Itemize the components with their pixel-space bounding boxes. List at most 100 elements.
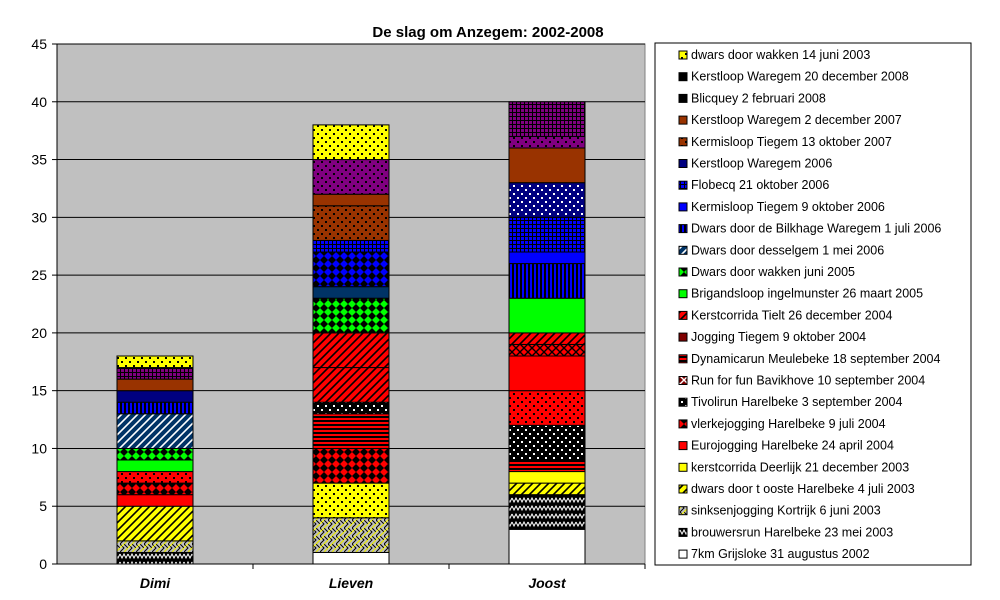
bar-segment xyxy=(116,459,194,473)
bar-segment xyxy=(508,101,586,137)
category-label-joost: Joost xyxy=(528,575,567,591)
legend-label: Kerstcorrida Tielt 26 december 2004 xyxy=(691,308,893,322)
category-label-lieven: Lieven xyxy=(329,575,373,591)
legend-swatch xyxy=(678,354,688,364)
legend-label: sinksenjogging Kortrijk 6 juni 2003 xyxy=(691,504,881,518)
legend-swatch xyxy=(678,50,688,60)
bar-segment xyxy=(116,494,194,507)
legend-swatch xyxy=(678,310,688,320)
legend-swatch xyxy=(678,441,688,451)
y-tick-label: 35 xyxy=(31,152,47,168)
category-label-dimi: Dimi xyxy=(140,575,171,591)
legend-label: 7km Grijsloke 31 augustus 2002 xyxy=(691,547,870,561)
legend-label: Run for fun Bavikhove 10 september 2004 xyxy=(691,374,925,388)
bar-segment xyxy=(508,216,586,253)
legend-label: Dwars door desselgem 1 mei 2006 xyxy=(691,243,884,257)
legend-label: Kerstloop Waregem 20 december 2008 xyxy=(691,70,909,84)
y-tick-label: 15 xyxy=(31,383,47,399)
bar-segment xyxy=(116,390,194,403)
legend-swatch xyxy=(678,506,688,516)
legend-label: Flobecq 21 oktober 2006 xyxy=(691,178,829,192)
legend-label: Jogging Tiegem 9 oktober 2004 xyxy=(691,330,866,344)
legend-swatch xyxy=(678,137,688,147)
bar-segment xyxy=(312,413,390,449)
y-tick-label: 10 xyxy=(31,440,47,456)
plot-area: 0 5 10 15 20 25 30 35 40 45 Dimi Lieven Joost xyxy=(31,36,646,591)
legend-label: Kermisloop Tiegem 13 oktober 2007 xyxy=(691,135,892,149)
bar-segment xyxy=(508,424,586,461)
legend-label: Kerstloop Waregem 2006 xyxy=(691,157,832,171)
bar-segment xyxy=(508,297,586,334)
legend-label: kerstcorrida Deerlijk 21 december 2003 xyxy=(691,460,909,474)
bar-segment xyxy=(116,401,194,415)
y-tick-label: 40 xyxy=(31,94,47,110)
legend-swatch xyxy=(678,376,688,385)
bar-segment xyxy=(508,182,586,218)
bar-segment xyxy=(116,551,194,565)
legend-label: vlerkejogging Harelbeke 9 juli 2004 xyxy=(691,417,886,431)
y-tick-label: 20 xyxy=(31,325,47,341)
bar-segment xyxy=(312,239,390,253)
bar-segment xyxy=(508,471,586,484)
legend-swatch xyxy=(678,93,688,103)
bar-segment xyxy=(508,147,586,184)
legend-label: Kerstloop Waregem 2 december 2007 xyxy=(691,113,902,127)
y-tick-label: 5 xyxy=(39,498,47,514)
chart-title: De slag om Anzegem: 2002-2008 xyxy=(372,24,603,41)
legend: dwars door wakken 14 juni 2003 Kerstloop … xyxy=(654,42,972,566)
y-tick-label: 25 xyxy=(31,267,47,283)
legend-label: Kermisloop Tiegem 9 oktober 2006 xyxy=(691,200,885,214)
legend-swatch xyxy=(678,419,688,429)
legend-swatch xyxy=(678,462,688,472)
bar-segment xyxy=(312,193,390,207)
bar-segment xyxy=(116,482,194,496)
bar-segment xyxy=(312,482,390,519)
bar-segment xyxy=(508,355,586,392)
bar-segment xyxy=(508,251,586,265)
legend-label: Tivolirun Harelbeke 3 september 2004 xyxy=(691,395,903,409)
legend-swatch xyxy=(678,159,688,168)
legend-swatch xyxy=(678,289,688,299)
legend-label: Blicquey 2 februari 2008 xyxy=(691,91,826,105)
bar-segment xyxy=(508,390,586,426)
bar-segment xyxy=(312,517,390,553)
legend-swatch xyxy=(678,115,688,125)
bar-segment xyxy=(508,482,586,496)
legend-swatch xyxy=(678,267,688,277)
bar-segment xyxy=(508,135,586,149)
legend-label: brouwersrun Harelbeke 23 mei 2003 xyxy=(691,525,893,539)
legend-swatch xyxy=(678,202,688,212)
bar-segment xyxy=(116,378,194,392)
bar-segment xyxy=(312,367,390,403)
bar-segment xyxy=(312,205,390,241)
bar-segment xyxy=(116,413,194,449)
bar-segment xyxy=(116,367,194,380)
bar-segment xyxy=(116,505,194,542)
bar-segment xyxy=(508,332,586,345)
bar-segment xyxy=(312,297,390,334)
legend-swatch xyxy=(678,180,688,190)
bar-segment xyxy=(116,355,194,369)
bar-segment xyxy=(508,459,586,473)
legend-swatch xyxy=(678,484,688,494)
legend-swatch xyxy=(678,245,688,255)
y-tick-label: 45 xyxy=(31,36,47,52)
legend-label: Eurojogging Harelbeke 24 april 2004 xyxy=(691,439,894,453)
bar-segment xyxy=(312,159,390,195)
bar-segment xyxy=(312,447,390,484)
bar-segment xyxy=(312,401,390,415)
legend-swatch xyxy=(678,397,688,407)
bar-segment xyxy=(312,332,390,369)
legend-swatch xyxy=(678,332,688,342)
bar-segment xyxy=(312,551,390,565)
bar-segment xyxy=(116,540,194,553)
legend-swatch xyxy=(678,224,688,234)
legend-label: dwars door wakken 14 juni 2003 xyxy=(691,48,870,62)
bar-segment xyxy=(508,528,586,565)
legend-label: Dwars door de Bilkhage Waregem 1 juli 20… xyxy=(691,222,941,236)
legend-label: dwars door t ooste Harelbeke 4 juli 2003 xyxy=(691,482,915,496)
bar-segment xyxy=(508,343,586,357)
legend-box xyxy=(654,42,972,566)
y-tick-label: 0 xyxy=(39,556,47,572)
